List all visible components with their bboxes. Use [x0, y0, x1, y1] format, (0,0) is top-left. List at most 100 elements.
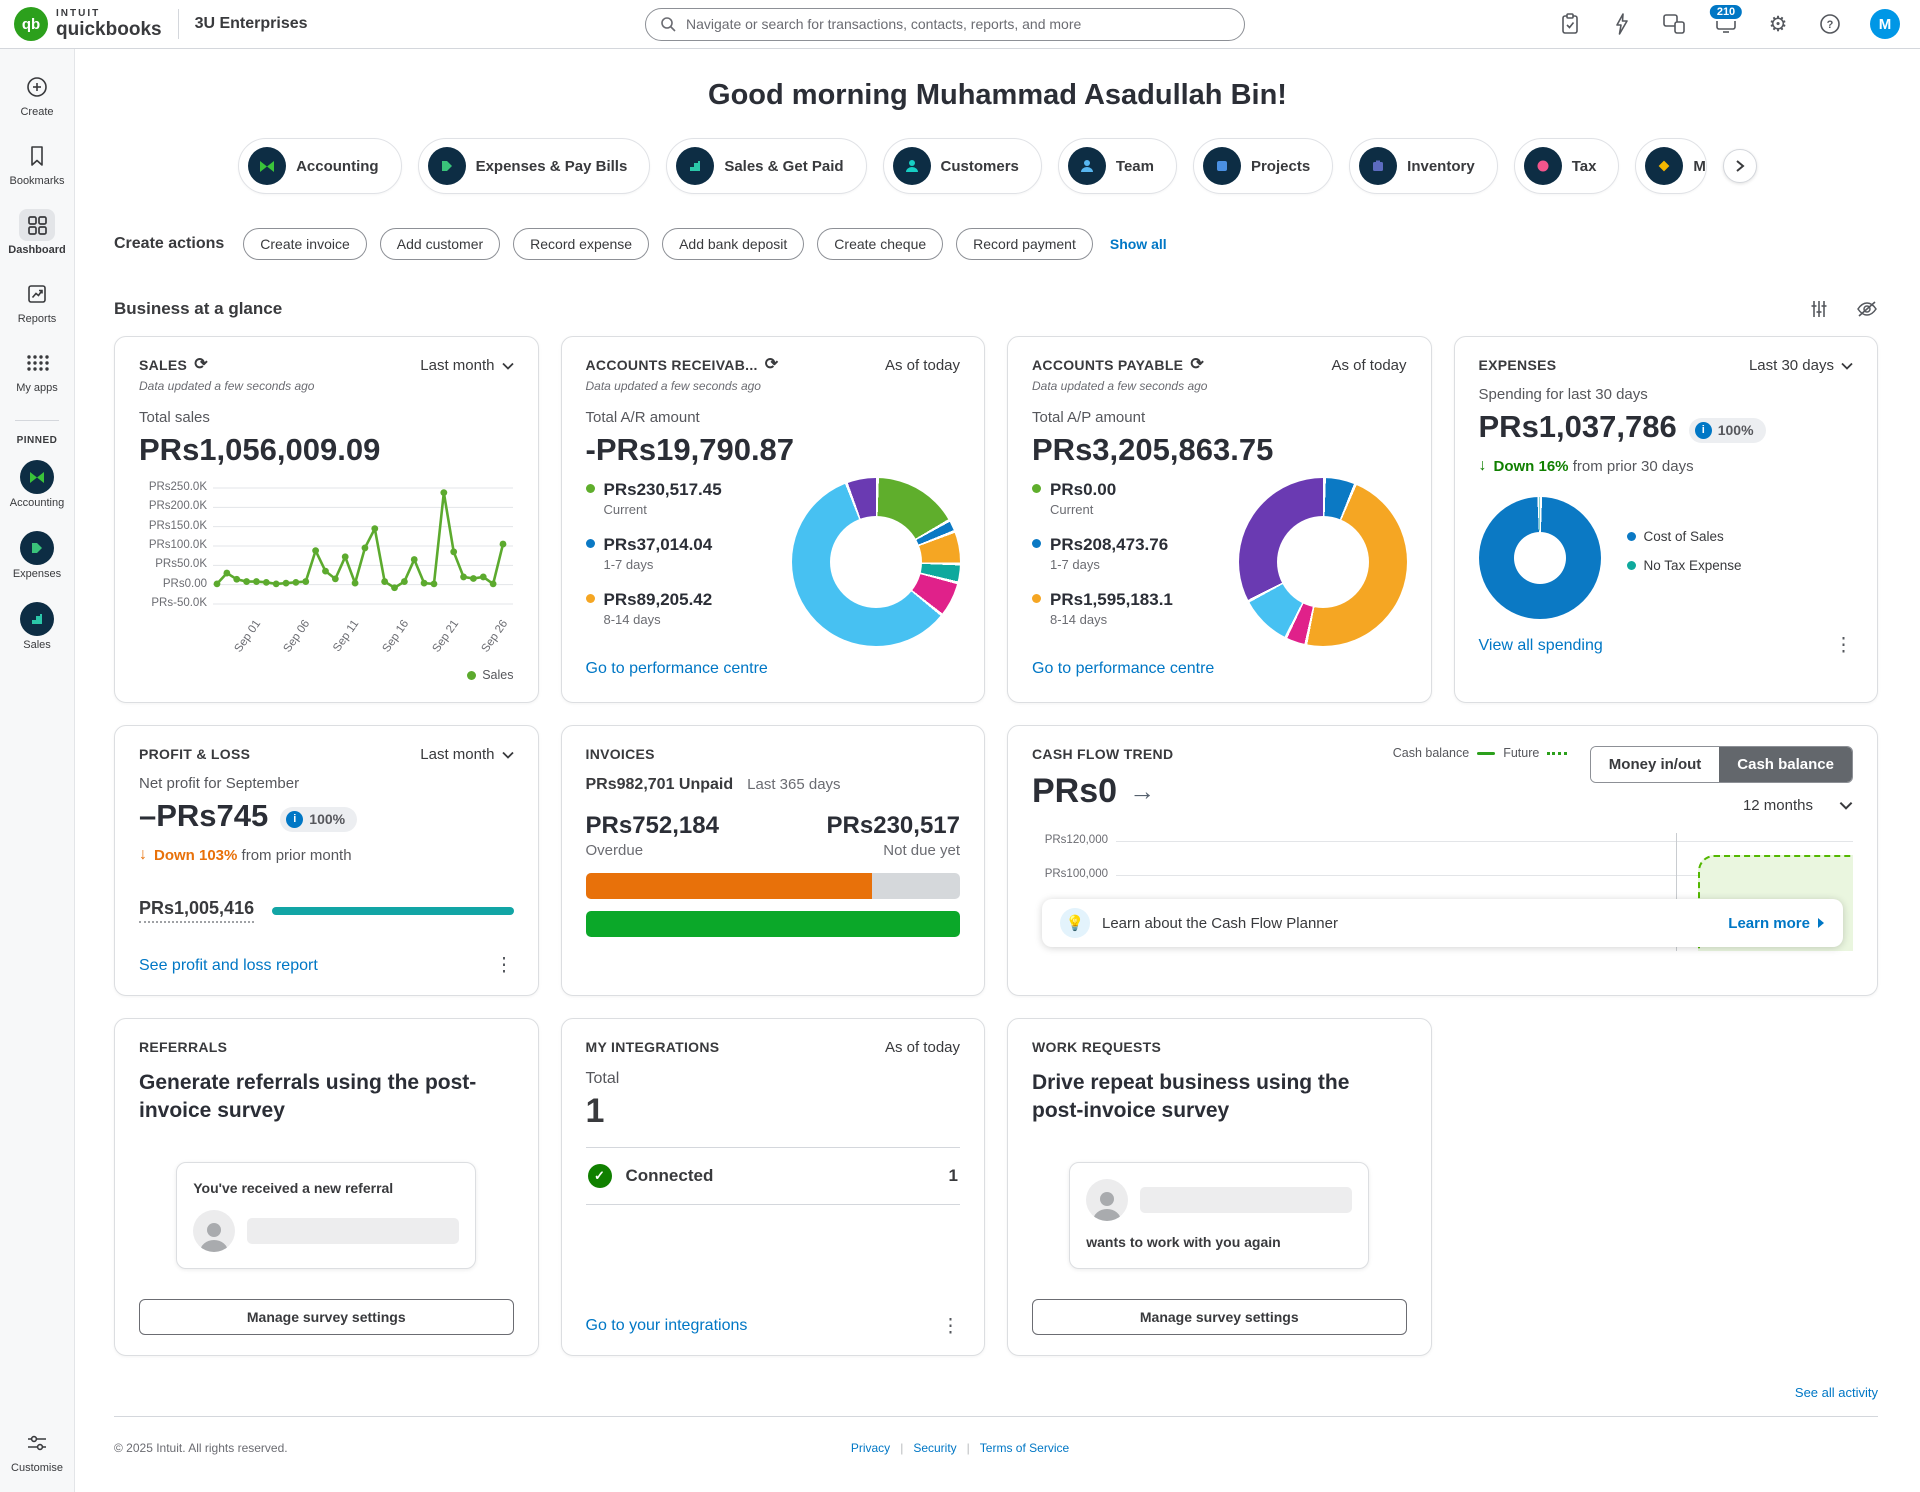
shortcut-sales-get-paid[interactable]: Sales & Get Paid: [666, 138, 866, 194]
money-in-out-toggle-button[interactable]: Money in/out: [1591, 747, 1720, 782]
view-all-spending-link[interactable]: View all spending: [1479, 637, 1603, 655]
referrals-heading: Generate referrals using the post-invoic…: [139, 1069, 514, 1126]
create-invoice-button[interactable]: Create invoice: [243, 228, 367, 260]
search-input[interactable]: [684, 15, 1230, 33]
invoices-range: Last 365 days: [747, 776, 840, 793]
kebab-menu-icon[interactable]: ⋮: [495, 960, 514, 971]
paid-invoices-bar[interactable]: [586, 911, 961, 937]
go-to-performance-centre-link[interactable]: Go to performance centre: [1032, 660, 1214, 677]
settings-gear-icon[interactable]: ⚙: [1766, 12, 1790, 36]
cash-balance-toggle-button[interactable]: Cash balance: [1719, 747, 1852, 782]
sidebar-item-bookmarks[interactable]: Bookmarks: [4, 140, 70, 187]
sidebar-item-my-apps[interactable]: My apps: [4, 347, 70, 394]
legend-dot: [1032, 594, 1041, 603]
see-all-activity-link[interactable]: See all activity: [1795, 1385, 1878, 1400]
pl-100-badge[interactable]: i100%: [280, 807, 357, 832]
show-all-link[interactable]: Show all: [1110, 236, 1167, 252]
legend-item: PRs89,205.428-14 days: [586, 590, 793, 627]
expenses-period-dropdown[interactable]: Last 30 days: [1749, 357, 1853, 374]
refresh-icon[interactable]: ⟳: [765, 357, 779, 373]
privacy-link[interactable]: Privacy: [851, 1441, 890, 1455]
shortcut-inventory[interactable]: Inventory: [1349, 138, 1498, 194]
create-actions-label: Create actions: [114, 235, 224, 253]
sidebar-item-customise[interactable]: Customise: [4, 1427, 70, 1474]
pl-income-bar: [272, 907, 513, 915]
security-link[interactable]: Security: [913, 1441, 956, 1455]
customers-person-icon: [893, 147, 931, 185]
learn-more-link[interactable]: Learn more: [1728, 915, 1825, 932]
quick-actions-icon[interactable]: [1610, 12, 1634, 36]
shortcut-team[interactable]: Team: [1058, 138, 1177, 194]
legend-item: Cost of Sales: [1627, 529, 1742, 544]
left-sidebar: Create Bookmarks Dashboard Reports: [0, 49, 75, 1492]
cash-flow-period-dropdown[interactable]: 12 months: [1743, 797, 1853, 814]
shortcut-tax[interactable]: Tax: [1514, 138, 1620, 194]
go-to-performance-centre-link[interactable]: Go to performance centre: [586, 660, 768, 677]
ar-card-title: ACCOUNTS RECEIVAB...: [586, 357, 758, 373]
sidebar-item-pinned-accounting[interactable]: Accounting: [4, 460, 70, 509]
sales-chart-y-axis: PRs250.0KPRs200.0KPRs150.0KPRs100.0KPRs5…: [139, 482, 213, 614]
help-icon[interactable]: ?: [1818, 12, 1842, 36]
pinned-section-label: PINNED: [17, 435, 58, 446]
refresh-icon[interactable]: ⟳: [1190, 357, 1204, 373]
overdue-value: PRs752,184: [586, 812, 719, 840]
connected-integrations-row[interactable]: ✓ Connected 1: [586, 1148, 961, 1204]
shortcut-projects[interactable]: Projects: [1193, 138, 1333, 194]
sidebar-item-create[interactable]: Create: [4, 71, 70, 118]
ap-aging-donut-chart[interactable]: [1239, 478, 1407, 646]
shortcut-accounting[interactable]: Accounting: [238, 138, 402, 194]
integrations-total-label: Total: [586, 1070, 961, 1088]
hide-widgets-eye-off-icon[interactable]: [1856, 298, 1878, 320]
ap-updated-text: Data updated a few seconds ago: [1032, 379, 1407, 393]
sales-period-dropdown[interactable]: Last month: [420, 357, 513, 374]
sidebar-item-pinned-sales[interactable]: Sales: [4, 602, 70, 651]
devices-icon[interactable]: [1662, 12, 1686, 36]
manage-survey-settings-button[interactable]: Manage survey settings: [1032, 1299, 1407, 1335]
terms-link[interactable]: Terms of Service: [980, 1441, 1069, 1455]
add-customer-button[interactable]: Add customer: [380, 228, 500, 260]
referral-illustration: You've received a new referral: [176, 1162, 476, 1270]
expenses-100-badge[interactable]: i100%: [1689, 418, 1766, 443]
work-requests-heading: Drive repeat business using the post-inv…: [1032, 1069, 1407, 1126]
go-to-integrations-link[interactable]: Go to your integrations: [586, 1317, 748, 1335]
record-payment-button[interactable]: Record payment: [956, 228, 1093, 260]
divider: [114, 1416, 1878, 1417]
arrow-right-icon[interactable]: →: [1129, 776, 1155, 807]
sidebar-item-pinned-expenses[interactable]: Expenses: [4, 531, 70, 580]
overdue-bar-segment[interactable]: [586, 873, 872, 899]
manage-survey-settings-button[interactable]: Manage survey settings: [139, 1299, 514, 1335]
sidebar-item-dashboard[interactable]: Dashboard: [4, 209, 70, 256]
cash-flow-chart[interactable]: PRs120,000PRs100,000PRs80,000 💡 Learn ab…: [1032, 833, 1853, 951]
tasks-icon[interactable]: [1558, 12, 1582, 36]
shortcut-more-clipped[interactable]: M: [1635, 138, 1707, 194]
expenses-donut-chart[interactable]: [1479, 497, 1601, 619]
create-cheque-button[interactable]: Create cheque: [817, 228, 943, 260]
net-profit-value: –PRs745: [139, 798, 268, 833]
shortcut-customers[interactable]: Customers: [883, 138, 1042, 194]
pl-trend: ↓ Down 103% from prior month: [139, 846, 514, 864]
search-icon: [660, 16, 676, 32]
sales-line-chart[interactable]: PRs250.0KPRs200.0KPRs150.0KPRs100.0KPRs5…: [139, 482, 514, 666]
pl-period-dropdown[interactable]: Last month: [420, 746, 513, 763]
add-bank-deposit-button[interactable]: Add bank deposit: [662, 228, 804, 260]
user-avatar[interactable]: M: [1870, 9, 1900, 39]
quickbooks-logo[interactable]: qb INTUIT quickbooks: [14, 7, 162, 41]
refresh-icon[interactable]: ⟳: [194, 357, 208, 373]
shortcuts-next-button[interactable]: [1723, 149, 1757, 183]
sales-chart-x-axis: Sep 01Sep 06Sep 11Sep 16Sep 21Sep 26: [213, 614, 514, 666]
record-expense-button[interactable]: Record expense: [513, 228, 649, 260]
customize-widgets-sliders-icon[interactable]: [1808, 298, 1830, 320]
sidebar-item-reports[interactable]: Reports: [4, 278, 70, 325]
see-profit-loss-report-link[interactable]: See profit and loss report: [139, 957, 318, 975]
banner-text: Learn about the Cash Flow Planner: [1102, 915, 1338, 932]
sales-chart-plot[interactable]: [213, 482, 513, 614]
kebab-menu-icon[interactable]: ⋮: [1834, 640, 1853, 651]
notifications-icon[interactable]: 210: [1714, 12, 1738, 36]
quickbooks-brand: quickbooks: [56, 20, 162, 39]
pl-income-row[interactable]: PRs1,005,416: [139, 898, 514, 923]
unpaid-invoices-bar[interactable]: [586, 873, 961, 899]
shortcut-expenses-pay-bills[interactable]: Expenses & Pay Bills: [418, 138, 651, 194]
kebab-menu-icon[interactable]: ⋮: [941, 1321, 960, 1332]
ar-aging-donut-chart[interactable]: [792, 478, 960, 646]
expenses-card-title: EXPENSES: [1479, 357, 1557, 373]
